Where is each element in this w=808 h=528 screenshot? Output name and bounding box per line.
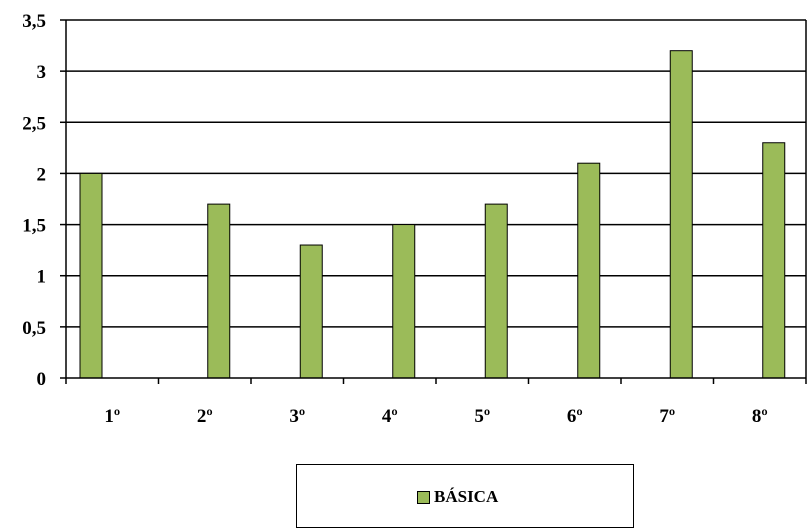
- y-tick-label: 3: [37, 62, 47, 83]
- x-tick-label: 7º: [659, 406, 675, 427]
- gridlines: [66, 19, 806, 328]
- bar-8: [762, 142, 786, 379]
- x-tick-label: 1º: [104, 406, 120, 427]
- x-tick-label: 2º: [197, 406, 213, 427]
- x-tick-labels: 1º 2º 3º 4º 5º 6º 7º 8º: [104, 406, 767, 427]
- x-tick-label: 3º: [289, 406, 305, 427]
- legend: BÁSICA: [296, 464, 634, 528]
- bar-3: [299, 244, 323, 379]
- y-tick-label: 1,5: [22, 216, 46, 237]
- bars: [79, 50, 786, 379]
- bar-1: [79, 172, 103, 379]
- y-tick-label: 1: [37, 267, 47, 288]
- x-tick-label: 8º: [752, 406, 768, 427]
- bar-7: [669, 50, 693, 379]
- x-tick-label: 5º: [474, 406, 490, 427]
- legend-label: BÁSICA: [434, 487, 499, 506]
- bar-2: [207, 203, 231, 379]
- x-tick-label: 4º: [382, 406, 398, 427]
- y-tick-label: 2: [37, 164, 47, 185]
- y-tick-label: 2,5: [22, 113, 46, 134]
- y-tick-label: 0,5: [22, 318, 46, 339]
- y-tick-label: 0: [37, 369, 47, 390]
- y-tick-label: 3,5: [22, 11, 46, 32]
- legend-item-basica: BÁSICA: [417, 487, 498, 507]
- x-tick-label: 6º: [567, 406, 583, 427]
- y-tick-labels: 0 0,5 1 1,5 2 2,5 3 3,5: [22, 11, 46, 390]
- bar-6: [577, 162, 601, 379]
- legend-swatch: [417, 490, 430, 504]
- bar-4: [392, 224, 416, 379]
- bar-5: [484, 203, 508, 379]
- axes: [60, 19, 807, 384]
